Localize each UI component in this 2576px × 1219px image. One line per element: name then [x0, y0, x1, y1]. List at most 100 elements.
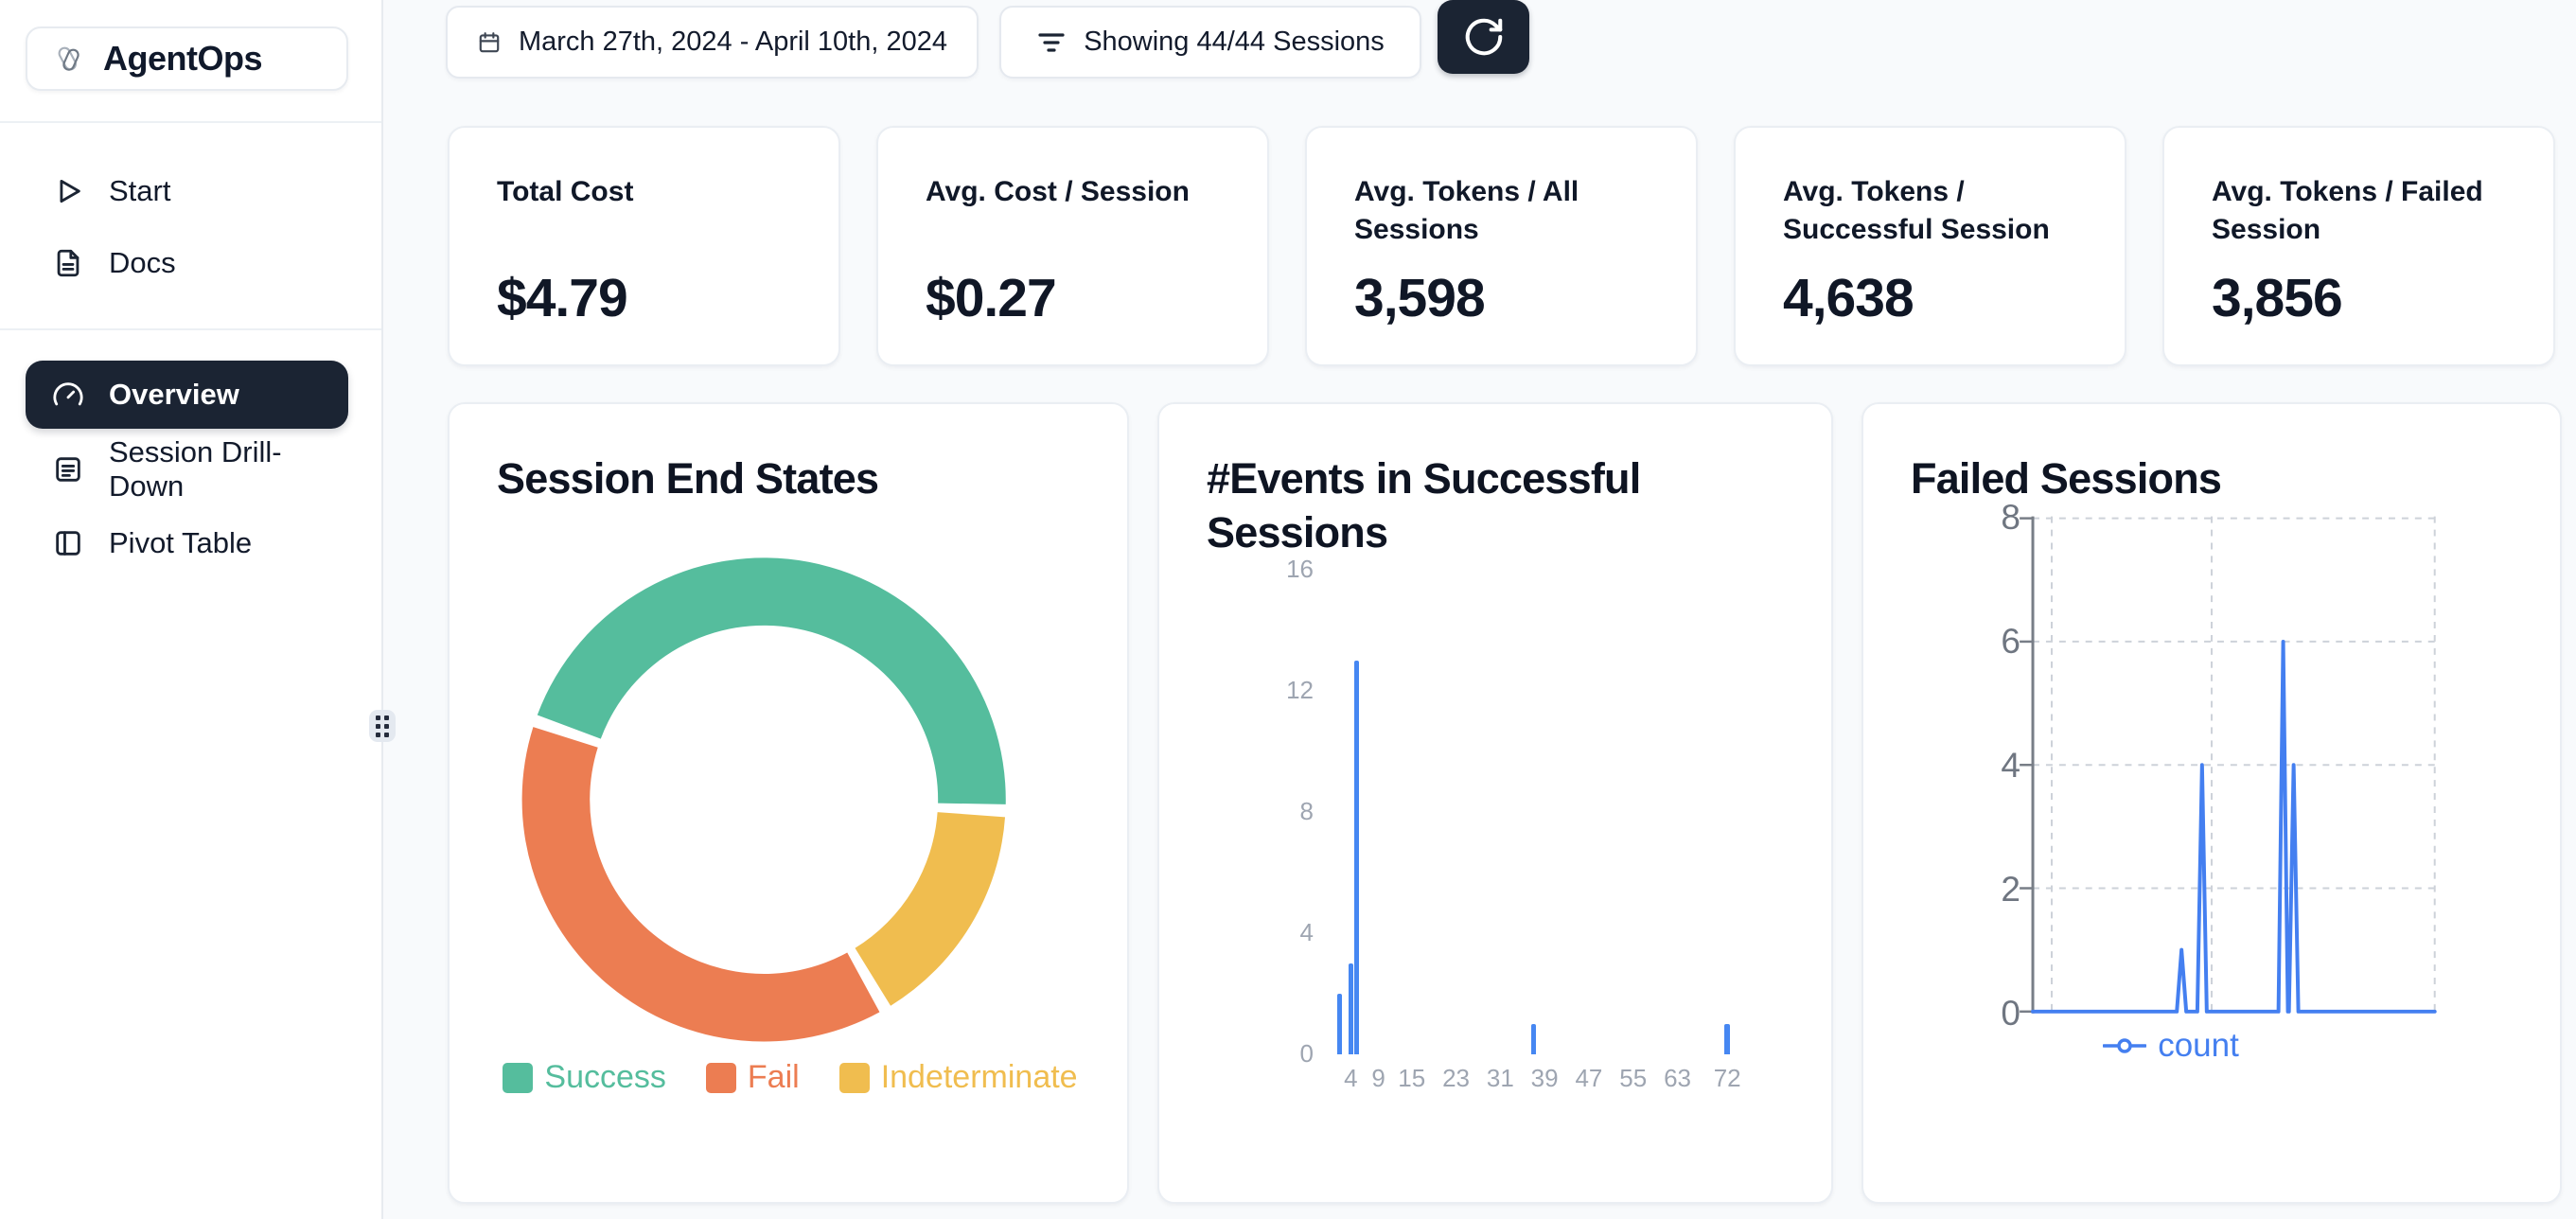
- count-line-series[interactable]: [2031, 639, 2437, 1014]
- x-axis-tick-label: 4: [1344, 1064, 1358, 1092]
- histogram-bar[interactable]: [1336, 994, 1343, 1054]
- legend-swatch: [503, 1062, 534, 1093]
- events-bar-chart: 0 4 8 12 16 4 9 15 23 31 39 47 55 63 72: [1159, 404, 1831, 1202]
- legend-swatch: [705, 1062, 736, 1093]
- sidebar-divider: [0, 328, 381, 330]
- sidebar-item-docs[interactable]: Docs: [26, 233, 348, 293]
- sidebar-item-start[interactable]: Start: [26, 161, 348, 221]
- stat-value: 3,598: [1354, 268, 1486, 328]
- sidebar-item-pivot-table[interactable]: Pivot Table: [26, 513, 348, 574]
- legend-label: Indeterminate: [880, 1059, 1078, 1095]
- panel-left-icon: [56, 531, 80, 556]
- chart-title: Session End States: [497, 454, 879, 503]
- y-axis-tick-label: 0: [1299, 1039, 1314, 1068]
- y-axis-tick-label: 12: [1286, 676, 1314, 704]
- stat-card-total-cost: Total Cost $4.79: [448, 126, 840, 366]
- grip-dot: [384, 732, 389, 737]
- file-text-icon: [57, 249, 79, 277]
- logo-text: AgentOps: [103, 39, 263, 78]
- y-axis-tick-label: 0: [2001, 994, 2020, 1033]
- legend-label: Success: [544, 1059, 666, 1095]
- donut-slice-indeterminate[interactable]: [855, 812, 1006, 1006]
- x-axis-tick-label: 23: [1442, 1064, 1470, 1092]
- y-axis-tick-label: 16: [1286, 555, 1314, 583]
- sidebar-item-label: Start: [109, 174, 171, 207]
- calendar-icon: [479, 31, 500, 52]
- count-legend-label: count: [2158, 1027, 2239, 1064]
- stat-value: $4.79: [497, 268, 628, 328]
- histogram-bar[interactable]: [1348, 963, 1354, 1054]
- stat-label: Total Cost: [497, 176, 634, 207]
- sidebar-item-overview[interactable]: Overview: [26, 361, 348, 429]
- stat-value: 3,856: [2212, 268, 2343, 328]
- x-axis-tick-label: 31: [1486, 1064, 1514, 1092]
- stat-card-avg-tokens-successful: Avg. Tokens / Successful Session 4,638: [1734, 126, 2126, 366]
- stat-card-avg-tokens-failed: Avg. Tokens / Failed Session 3,856: [2162, 126, 2555, 366]
- y-axis-tick-label: 4: [2001, 746, 2020, 785]
- y-axis-tick-label: 6: [2001, 622, 2020, 661]
- failed-sessions-card: Failed Sessions 0 2 4 6 8 count: [1861, 402, 2562, 1204]
- logo[interactable]: AgentOps: [26, 26, 348, 91]
- histogram-bar[interactable]: [1724, 1024, 1730, 1054]
- date-range-label: March 27th, 2024 - April 10th, 2024: [518, 26, 947, 57]
- count-legend[interactable]: count: [2034, 1027, 2308, 1065]
- play-icon: [60, 179, 80, 203]
- list-file-icon: [56, 457, 80, 482]
- histogram-bar[interactable]: [1353, 661, 1359, 1054]
- stat-label: Avg. Tokens / Successful Session: [1783, 176, 2050, 245]
- x-axis-tick-label: 47: [1575, 1064, 1603, 1092]
- donut-chart: [521, 557, 1006, 1042]
- gauge-icon: [53, 382, 83, 406]
- line-series-marker-icon: [2103, 1038, 2147, 1053]
- legend-swatch: [838, 1062, 870, 1093]
- sidebar-resize-handle[interactable]: [369, 710, 396, 742]
- chart-title: #Events in Successful Sessions: [1207, 454, 1641, 556]
- stat-label: Avg. Tokens / Failed Session: [2212, 176, 2483, 245]
- histogram-bar[interactable]: [1530, 1024, 1537, 1054]
- donut-slice-success[interactable]: [537, 557, 1006, 804]
- y-axis-tick-label: 2: [2001, 870, 2020, 909]
- events-histogram-card: #Events in Successful Sessions 0 4 8 12 16 4 9…: [1157, 402, 1833, 1204]
- grip-dot: [376, 723, 380, 729]
- failed-chart-ylabels: 0 2 4 6 8: [1863, 404, 2560, 1202]
- y-axis-tick-label: 8: [2001, 498, 2020, 537]
- filter-lines-icon: [1038, 32, 1065, 52]
- sessions-filter-button[interactable]: Showing 44/44 Sessions: [999, 6, 1421, 79]
- refresh-button[interactable]: [1438, 0, 1529, 74]
- session-end-states-card: Session End States Success Fail Indetermin…: [448, 402, 1129, 1204]
- y-axis-tick-label: 4: [1299, 918, 1314, 946]
- sidebar-item-session-drill-down[interactable]: Session Drill-Down: [26, 435, 348, 503]
- x-axis-tick-label: 39: [1530, 1064, 1559, 1092]
- sidebar-item-label: Docs: [109, 246, 176, 279]
- legend-item-fail[interactable]: Fail: [705, 1059, 800, 1096]
- chart-title: Failed Sessions: [1911, 454, 2222, 503]
- stat-card-avg-tokens-all: Avg. Tokens / All Sessions 3,598: [1305, 126, 1698, 366]
- x-axis-tick-label: 55: [1619, 1064, 1648, 1092]
- legend-label: Fail: [747, 1059, 800, 1095]
- donut-slice-fail[interactable]: [521, 727, 880, 1042]
- stat-card-avg-cost: Avg. Cost / Session $0.27: [876, 126, 1269, 366]
- sidebar: AgentOps Start Docs Overview: [0, 0, 383, 1219]
- stat-label: Avg. Cost / Session: [926, 176, 1190, 207]
- date-range-button[interactable]: March 27th, 2024 - April 10th, 2024: [446, 6, 979, 79]
- legend-item-indeterminate[interactable]: Indeterminate: [838, 1059, 1078, 1096]
- x-axis-tick-label: 63: [1664, 1064, 1691, 1092]
- agentops-logo-icon: [58, 46, 79, 71]
- legend-item-success[interactable]: Success: [503, 1059, 666, 1096]
- x-axis-tick-label: 9: [1371, 1064, 1385, 1092]
- failed-sessions-line-chart: [2020, 516, 2437, 1014]
- sidebar-item-label: Session Drill-Down: [109, 435, 282, 503]
- grip-dot: [376, 715, 380, 720]
- rotate-cw-icon: [1465, 18, 1502, 56]
- stat-value: $0.27: [926, 268, 1057, 328]
- grip-dot: [376, 732, 380, 737]
- donut-legend: Success Fail Indeterminate: [450, 1059, 1127, 1096]
- stat-label: Avg. Tokens / All Sessions: [1354, 176, 1579, 245]
- stat-value: 4,638: [1783, 268, 1914, 328]
- grip-dot: [384, 715, 389, 720]
- x-axis-tick-label: 72: [1713, 1064, 1741, 1092]
- sidebar-divider: [0, 121, 381, 123]
- sidebar-item-label: Overview: [109, 378, 239, 411]
- grip-dot: [384, 723, 389, 729]
